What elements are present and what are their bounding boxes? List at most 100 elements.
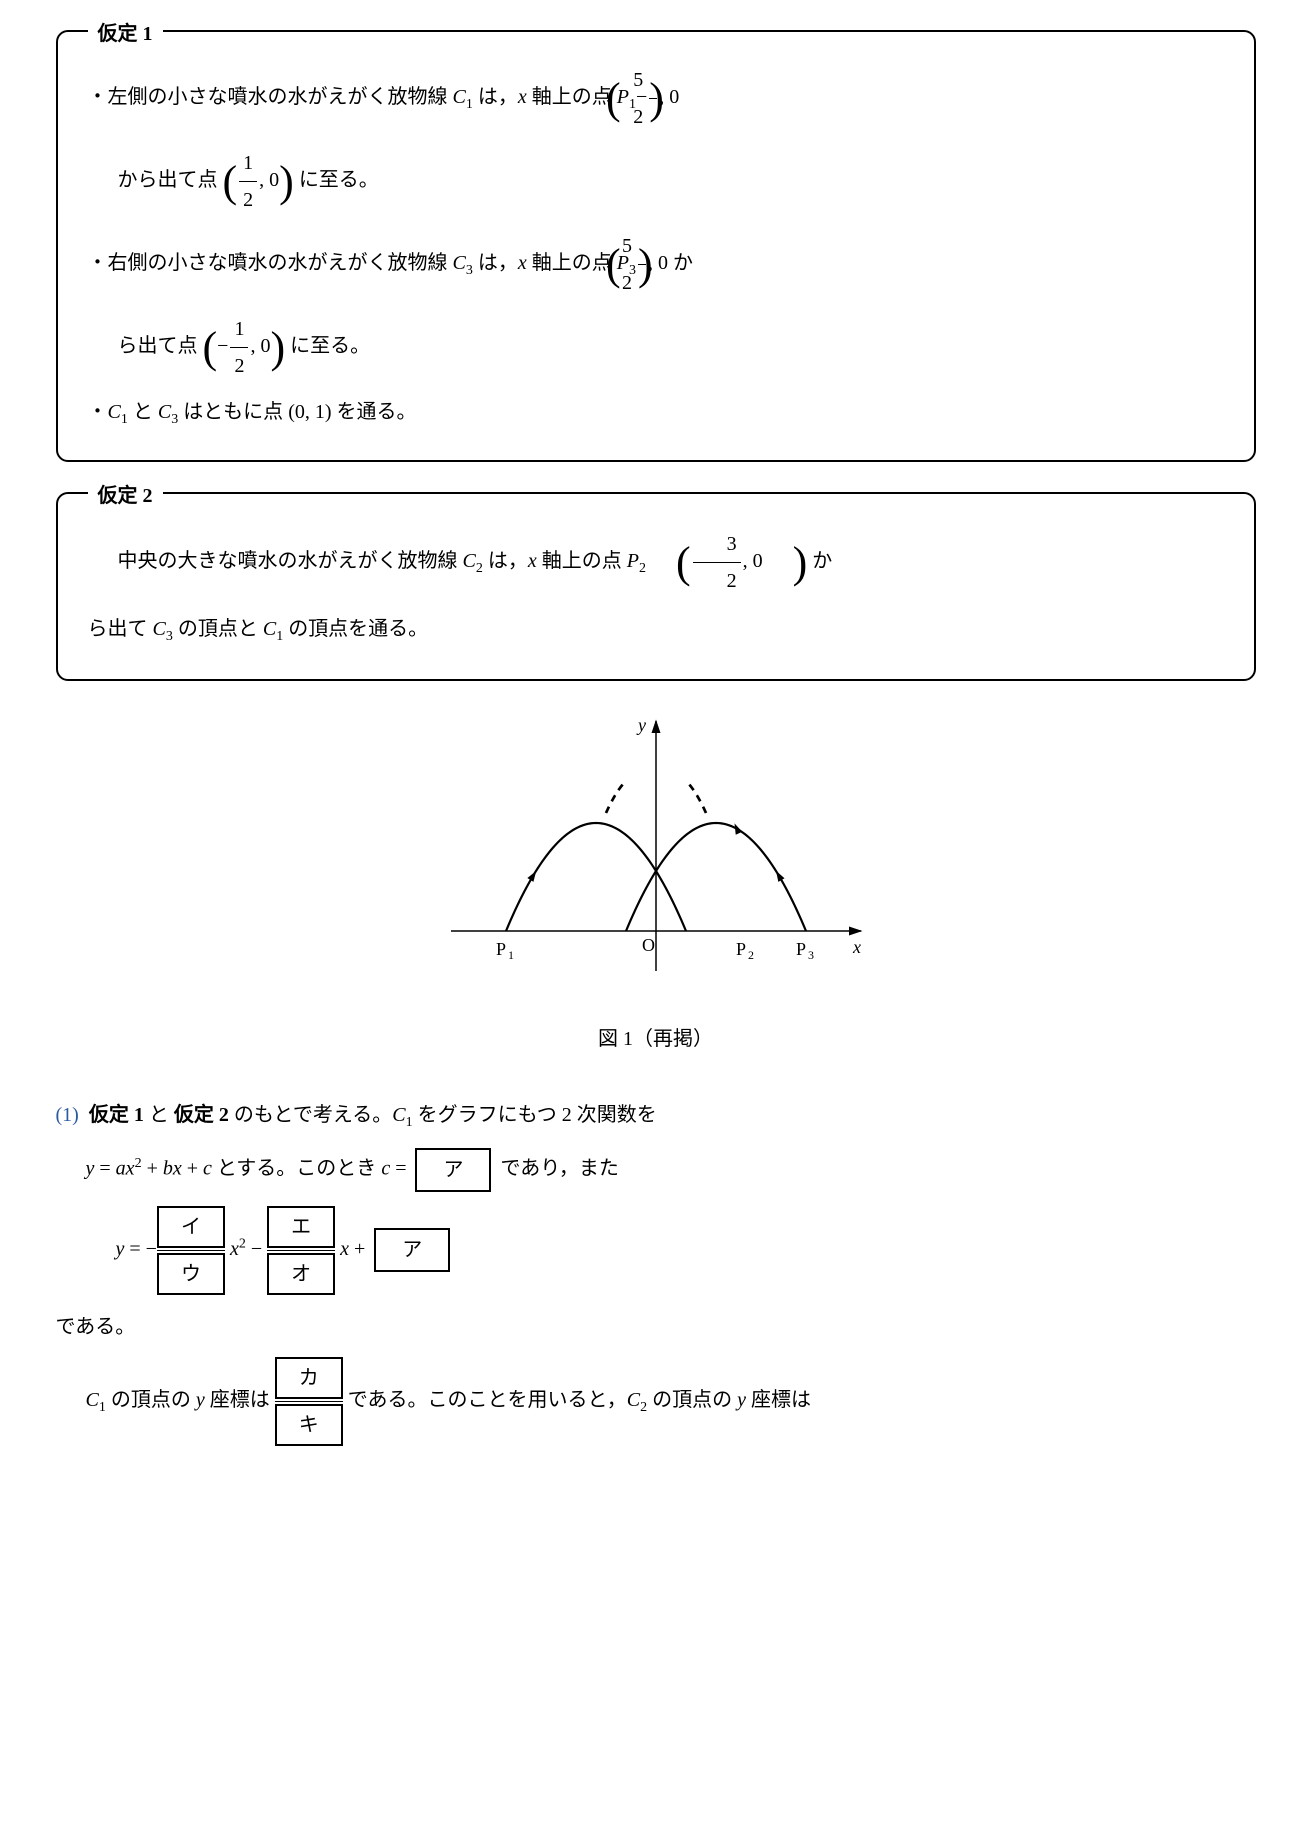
text: は， — [473, 252, 518, 274]
text: から出て点 — [118, 169, 223, 191]
fraction-box: カキ — [275, 1357, 343, 1446]
assumption-1-item-2-cont: ら出て点 (−12, 0) に至る。 — [88, 311, 1224, 384]
text: 軸上の点 — [537, 550, 627, 572]
var-C: C — [463, 550, 476, 572]
var-C: C — [108, 401, 121, 423]
parabola-chart: OxyP1P2P3 — [441, 711, 871, 1001]
var-C: C — [86, 1389, 99, 1411]
svg-text:2: 2 — [748, 948, 754, 962]
text-bold: 仮定 1 — [89, 1104, 144, 1126]
text: か — [807, 550, 832, 572]
text: か — [668, 252, 693, 274]
fraction-box: イウ — [157, 1206, 225, 1295]
text: を通る。 — [332, 401, 417, 423]
var-b: b — [163, 1157, 173, 1179]
text: 中央の大きな噴水の水がえがく放物線 — [118, 550, 463, 572]
svg-text:y: y — [636, 715, 646, 735]
var-C: C — [153, 618, 166, 640]
answer-box-e: エ — [267, 1206, 335, 1248]
answer-box-i: イ — [157, 1206, 225, 1248]
sub: 1 — [406, 1115, 413, 1130]
text: とする。このとき — [212, 1157, 381, 1179]
text: に至る。 — [285, 335, 370, 357]
text: はともに点 — [178, 401, 288, 423]
svg-text:P: P — [496, 939, 506, 959]
question-number: (1) — [56, 1104, 79, 1126]
text: は， — [483, 550, 528, 572]
numerator: 3 — [693, 526, 741, 563]
fraction: 12 — [239, 145, 257, 218]
var-x: x — [528, 550, 537, 572]
var-P: P — [627, 550, 639, 572]
question-line-3: である。 — [56, 1309, 1256, 1345]
minus: − — [217, 335, 228, 357]
answer-box-a: ア — [415, 1148, 491, 1192]
eq: = — [94, 1157, 115, 1179]
plus: + — [142, 1157, 163, 1179]
question-1: (1) 仮定 1 と 仮定 2 のもとで考える。C1 をグラフにもつ 2 次関数… — [56, 1097, 1256, 1135]
denominator: 2 — [239, 182, 257, 218]
text: の頂点を通る。 — [283, 618, 428, 640]
text: であり，また — [495, 1157, 618, 1179]
sub: 1 — [121, 412, 128, 427]
comma-y: , 0 — [259, 169, 279, 191]
var-x: x — [518, 252, 527, 274]
comma-y: , 0 — [743, 550, 763, 572]
bullet: ・ — [88, 401, 108, 423]
assumption-1-title: 仮定 1 — [88, 16, 163, 52]
var-C: C — [392, 1104, 405, 1126]
var-x: x — [340, 1238, 349, 1260]
var-C: C — [263, 618, 276, 640]
fraction-box: エオ — [267, 1206, 335, 1295]
comma-y: , 0 — [250, 335, 270, 357]
text: ・左側の小さな噴水の水がえがく放物線 — [88, 86, 453, 108]
text: ・右側の小さな噴水の水がえがく放物線 — [88, 252, 453, 274]
fraction: 12 — [230, 311, 248, 384]
text: である。このことを用いると， — [343, 1389, 627, 1411]
question-line-2: y = ax2 + bx + c とする。このとき c = ア であり，また — [56, 1148, 1256, 1192]
var-x: x — [230, 1238, 239, 1260]
text: の頂点と — [173, 618, 263, 640]
assumption-1-box: 仮定 1 ・左側の小さな噴水の水がえがく放物線 C1 は，x 軸上の点 P1(−… — [56, 30, 1256, 462]
numerator: 1 — [230, 311, 248, 348]
sub: 1 — [99, 1400, 106, 1415]
rparen: ) — [270, 326, 285, 370]
var-C: C — [158, 401, 171, 423]
var-c: c — [203, 1157, 212, 1179]
text: の頂点の — [106, 1389, 196, 1411]
svg-text:P: P — [736, 939, 746, 959]
text: 座標は — [205, 1389, 275, 1411]
svg-text:3: 3 — [808, 948, 814, 962]
answer-box-a: ア — [374, 1228, 450, 1272]
fraction: 32 — [693, 526, 741, 599]
answer-box-u: ウ — [157, 1253, 225, 1295]
text: と — [128, 401, 158, 423]
plus: + — [182, 1157, 203, 1179]
assumption-1-item-3: ・C1 と C3 はともに点 (0, 1) を通る。 — [88, 394, 1224, 432]
answer-box-ki: キ — [275, 1404, 343, 1446]
sub: 2 — [476, 561, 483, 576]
assumption-1-item-1-cont: から出て点 (12, 0) に至る。 — [88, 145, 1224, 218]
svg-text:O: O — [642, 935, 655, 955]
var-y: y — [196, 1389, 205, 1411]
text: と — [144, 1104, 174, 1126]
sub: 3 — [166, 629, 173, 644]
point: (0, 1) — [288, 401, 331, 423]
text: ら出て — [88, 618, 153, 640]
text: に至る。 — [294, 169, 379, 191]
text-bold: 仮定 2 — [174, 1104, 229, 1126]
answer-box-ka: カ — [275, 1357, 343, 1399]
denominator: 2 — [230, 348, 248, 384]
minus: − — [246, 1238, 267, 1260]
svg-text:1: 1 — [508, 948, 514, 962]
assumption-2-title: 仮定 2 — [88, 478, 163, 514]
sup: 2 — [239, 1236, 246, 1251]
var-x: x — [126, 1157, 135, 1179]
sub: 1 — [466, 97, 473, 112]
svg-text:P: P — [796, 939, 806, 959]
lparen: ( — [646, 541, 691, 585]
text: ら出て点 — [118, 335, 203, 357]
text: 軸上の点 — [527, 252, 617, 274]
var-a: a — [116, 1157, 126, 1179]
var-C: C — [453, 86, 466, 108]
